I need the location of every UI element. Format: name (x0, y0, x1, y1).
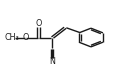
Text: N: N (49, 57, 55, 66)
Text: O: O (35, 19, 42, 28)
Text: CH₃: CH₃ (4, 33, 19, 42)
Text: O: O (22, 33, 29, 42)
